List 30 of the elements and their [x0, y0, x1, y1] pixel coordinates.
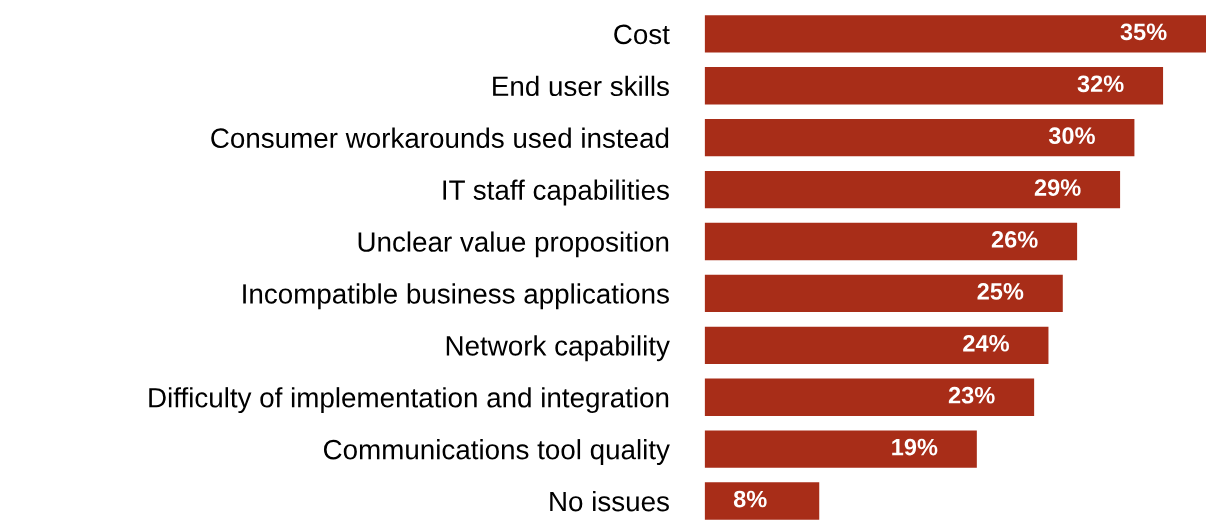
bar — [704, 274, 1063, 313]
bar — [704, 67, 1164, 105]
bar — [704, 170, 1121, 209]
y-tick-label: Network capability — [446, 335, 670, 362]
y-tick-label: Incompatible business applications — [243, 283, 669, 310]
data-label: 25% — [977, 283, 1024, 300]
bar — [704, 430, 977, 468]
bar — [704, 15, 1207, 53]
data-label: 19% — [892, 438, 938, 456]
y-tick-label: Cost — [614, 24, 670, 45]
bar — [704, 222, 1078, 261]
y-tick-label: End user skills — [493, 75, 669, 97]
bar — [704, 118, 1135, 157]
y-tick-label: Communications tool quality — [323, 439, 670, 465]
bar — [704, 482, 820, 520]
data-label: 26% — [991, 231, 1038, 248]
data-label: 8% — [733, 490, 767, 508]
data-label: 24% — [963, 334, 1009, 352]
data-label: 29% — [1034, 179, 1081, 196]
data-label: 32% — [1077, 75, 1124, 93]
data-label: 35% — [1120, 23, 1167, 41]
y-tick-label: No issues — [550, 490, 669, 512]
y-tick-label: Difficulty of implementation and integration — [149, 387, 669, 414]
bar — [704, 378, 1035, 416]
y-tick-label: IT staff capabilities — [443, 179, 669, 206]
y-tick-label: Consumer workarounds used instead — [211, 127, 669, 149]
data-label: 30% — [1048, 127, 1095, 145]
y-tick-label: Unclear value proposition — [358, 231, 669, 258]
data-label: 23% — [948, 386, 995, 404]
bar — [704, 326, 1049, 364]
